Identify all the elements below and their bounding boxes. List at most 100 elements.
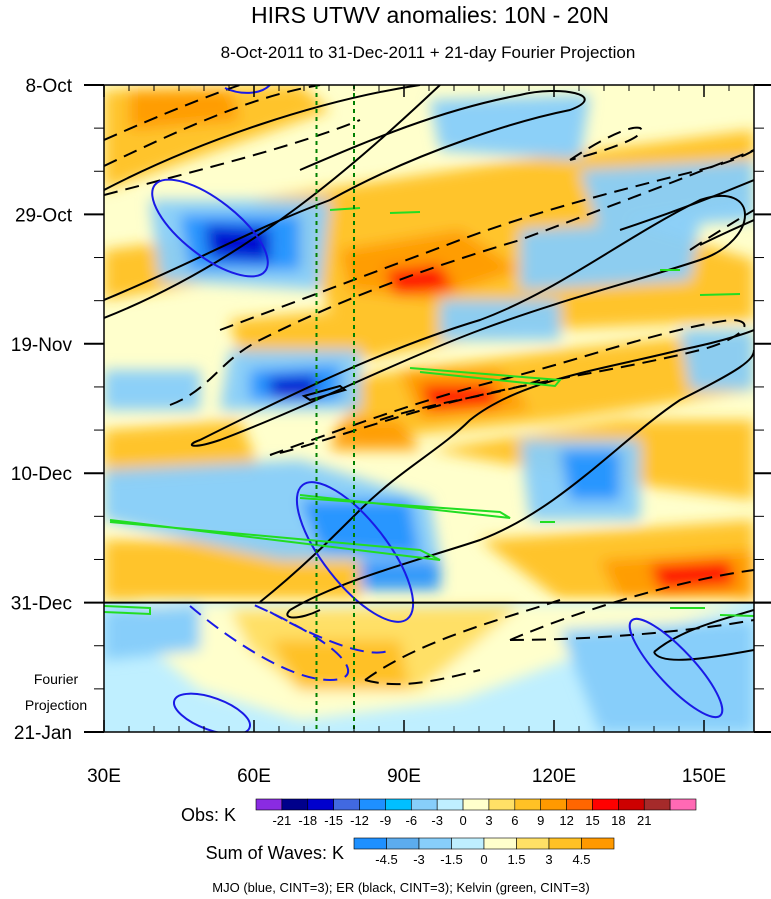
er-contour-solid [286,349,754,619]
waves-colorbar-swatch [386,837,420,850]
projection-label-line2: Projection [25,697,87,713]
obs-colorbar-swatch [359,798,386,811]
kelvin-contour [389,211,421,214]
obs-field [104,85,754,603]
mjo-contour-dashed [269,611,391,654]
obs-colorbar-label: -18 [298,813,317,828]
waves-colorbar-swatch [353,837,387,850]
y-tick-label: 29-Oct [15,205,73,226]
kelvin-contour [104,605,151,616]
obs-colorbar-swatch [618,798,645,811]
obs-colorbar-label: 0 [459,813,466,828]
x-tick-label: 120E [532,766,576,787]
er-contour-solid [104,90,586,301]
kelvin-contour [409,367,563,388]
obs-colorbar-swatch [669,798,697,811]
waves-colorbar-label: 0 [480,852,487,867]
obs-colorbar-label: -6 [406,813,418,828]
obs-colorbar: Obs: K -21 -18 -15 -12 -9 -6 -3 0 3 6 9 12 15 18 21 [181,798,697,828]
x-tick-label: 30E [87,766,121,787]
mjo-contour-dashed [189,602,350,682]
obs-colorbar-swatch [307,798,334,811]
waves-colorbar-swatch [451,837,485,850]
obs-colorbar-label: 12 [559,813,573,828]
obs-colorbar-swatch [436,798,464,811]
obs-colorbar-swatch [255,798,283,811]
obs-colorbar-title: Obs: K [181,805,236,825]
obs-colorbar-swatch [281,798,309,811]
obs-colorbar-label: 21 [637,813,651,828]
mjo-contour-solid [295,481,415,623]
y-tick-label: 8-Oct [26,76,73,97]
er-contour-dashed [509,569,754,641]
plot-area [104,85,754,732]
obs-colorbar-swatch [566,798,593,811]
obs-colorbar-swatch [643,798,671,811]
mjo-contours [151,85,724,732]
obs-colorbar-swatch [410,798,438,811]
y-tick-label: 31-Dec [11,594,72,615]
obs-colorbar-swatch [462,798,490,811]
mjo-contour-solid [173,692,251,732]
reference-lines [315,85,355,732]
x-tick-label: 150E [682,766,726,787]
er-contour-solid [619,179,754,246]
footnote: MJO (blue, CINT=3); ER (black, CINT=3); … [212,880,589,895]
obs-colorbar-swatch [592,798,619,811]
er-contour-solid [259,329,754,603]
waves-colorbar-label: -3 [413,852,425,867]
mjo-contour-solid [628,617,724,719]
waves-colorbar-label: 1.5 [507,852,525,867]
er-contour-dashed [379,379,541,421]
projection-label-line1: Fourier [34,671,79,687]
er-contour-dashed [689,209,754,251]
waves-colorbar-swatch [516,837,550,850]
obs-colorbar-label: -21 [272,813,291,828]
waves-colorbar-swatch [548,837,582,850]
er-contour-dashed [219,149,754,331]
x-axis: 30E 60E 90E 120E 150E [87,85,730,787]
chart-subtitle: 8-Oct-2011 to 31-Dec-2011 + 21-day Fouri… [221,43,636,62]
waves-colorbar: Sum of Waves: K -4.5 -3 -1.5 0 1.5 3 4.5 [206,837,615,867]
obs-colorbar-label: 9 [537,813,544,828]
y-axis: 8-Oct 29-Oct 19-Nov 10-Dec 31-Dec 21-Jan [11,76,771,744]
er-contour-solid [104,85,421,191]
obs-colorbar-swatch [540,798,567,811]
er-contour-solid [190,194,746,447]
x-tick-label: 60E [237,766,271,787]
obs-colorbar-swatch [385,798,412,811]
waves-colorbar-label: 3 [545,852,552,867]
mjo-contour-solid [151,178,269,278]
obs-colorbar-swatch [333,798,360,811]
projection-field [104,603,754,732]
waves-colorbar-title: Sum of Waves: K [206,843,344,863]
waves-colorbar-label: -4.5 [375,852,397,867]
er-contour-dashed [569,126,643,161]
obs-colorbar-label: -9 [380,813,392,828]
obs-colorbar-label: 15 [585,813,599,828]
er-contour-solid [104,85,441,319]
chart-title: HIRS UTWV anomalies: 10N - 20N [251,2,609,28]
obs-colorbar-label: -15 [324,813,343,828]
kelvin-contour [109,519,441,561]
waves-colorbar-swatch [418,837,452,850]
x-tick-label: 90E [387,766,421,787]
kelvin-contour [299,494,511,519]
kelvin-contour [719,614,754,617]
y-tick-label: 10-Dec [11,464,72,485]
obs-colorbar-swatch [514,798,542,811]
er-contour-solid [653,609,754,661]
obs-colorbar-swatch [488,798,516,811]
obs-colorbar-label: 18 [611,813,625,828]
kelvin-contour [699,293,741,296]
er-contour-dashed [364,599,561,686]
er-contour-solid [301,384,348,402]
er-contour-dashed [169,149,754,406]
obs-colorbar-label: 6 [511,813,518,828]
obs-colorbar-label: -3 [431,813,443,828]
er-contours [104,85,754,661]
er-contour-dashed [104,85,321,167]
mjo-contours-dashed [189,602,391,682]
y-tick-label: 19-Nov [11,335,73,356]
